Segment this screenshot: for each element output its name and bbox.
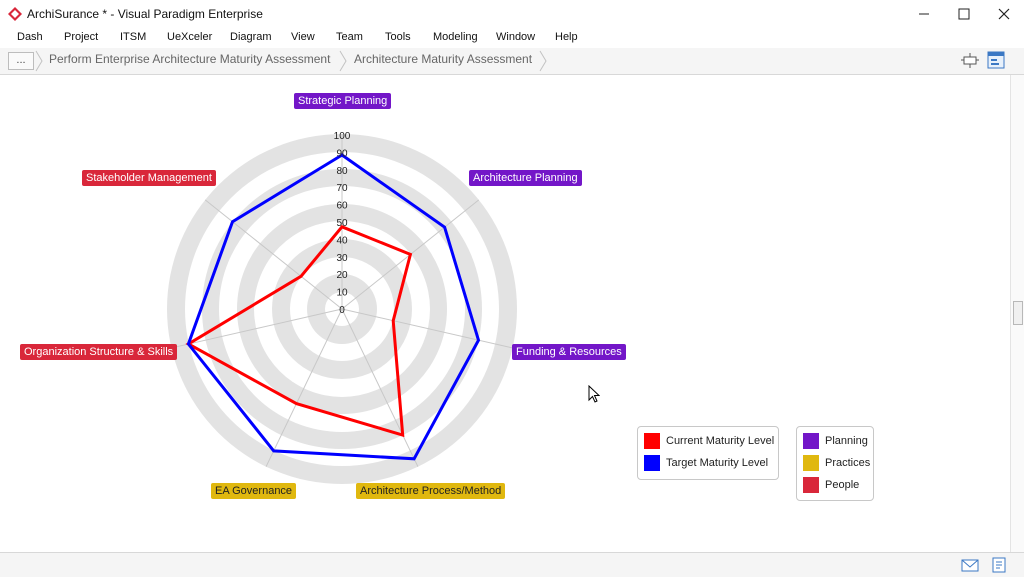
legend-label-practices: Practices bbox=[825, 457, 871, 469]
breadcrumb-item[interactable]: Perform Enterprise Architecture Maturity… bbox=[49, 52, 331, 66]
menu-bar: Dash Project ITSM UeXceler Diagram View … bbox=[0, 28, 1024, 48]
axis-label-stakeholder-management[interactable]: Stakeholder Management bbox=[82, 170, 216, 186]
menu-modeling[interactable]: Modeling bbox=[433, 31, 478, 43]
radar-spoke bbox=[341, 308, 513, 349]
minimize-icon bbox=[919, 13, 929, 15]
chevron-right-icon bbox=[539, 50, 547, 72]
chevron-right-icon bbox=[339, 50, 347, 72]
mail-icon[interactable] bbox=[961, 557, 979, 573]
menu-dash[interactable]: Dash bbox=[17, 31, 43, 43]
menu-itsm[interactable]: ITSM bbox=[120, 31, 147, 43]
radial-tick-label: 70 bbox=[336, 183, 348, 194]
axis-label-architecture-planning[interactable]: Architecture Planning bbox=[469, 170, 582, 186]
fit-diagram-icon[interactable] bbox=[960, 51, 980, 69]
breadcrumb-overflow-button[interactable]: ... bbox=[8, 52, 34, 70]
axis-label-ea-governance[interactable]: EA Governance bbox=[211, 483, 297, 499]
window-title: ArchiSurance * - Visual Paradigm Enterpr… bbox=[27, 7, 263, 21]
legend-item-current: Current Maturity Level bbox=[644, 432, 774, 450]
maximize-icon bbox=[958, 8, 970, 20]
legend-label-target: Target Maturity Level bbox=[666, 457, 769, 469]
radar-spoke bbox=[171, 308, 343, 349]
legend-label-current: Current Maturity Level bbox=[666, 435, 775, 447]
menu-tools[interactable]: Tools bbox=[385, 31, 411, 43]
target-maturity-series bbox=[186, 153, 481, 461]
menu-help[interactable]: Help bbox=[555, 31, 578, 43]
legend-item-practices: Practices bbox=[803, 454, 870, 472]
axis-label-funding-resources[interactable]: Funding & Resources bbox=[512, 344, 626, 360]
vertical-scrollbar[interactable] bbox=[1010, 75, 1024, 552]
breadcrumb-item[interactable]: Architecture Maturity Assessment bbox=[354, 52, 533, 66]
legend-swatch-planning bbox=[803, 433, 819, 449]
menu-team[interactable]: Team bbox=[336, 31, 363, 43]
radial-tick-label: 20 bbox=[336, 270, 348, 281]
radial-tick-label: 30 bbox=[336, 253, 348, 264]
menu-uexceler[interactable]: UeXceler bbox=[167, 31, 213, 43]
axis-label-organization-structure[interactable]: Organization Structure & Skills bbox=[20, 344, 178, 360]
legend-swatch-target bbox=[644, 455, 660, 471]
legend-swatch-current bbox=[644, 433, 660, 449]
notes-icon[interactable] bbox=[990, 557, 1008, 573]
radial-tick-label: 10 bbox=[336, 288, 348, 299]
radar-spoke bbox=[265, 308, 343, 467]
visual-paradigm-logo-icon bbox=[8, 7, 22, 21]
radar-spoke bbox=[341, 308, 419, 467]
radial-tick-label: 80 bbox=[336, 166, 348, 177]
axis-label-strategic-planning[interactable]: Strategic Planning bbox=[294, 93, 392, 109]
legend-swatch-practices bbox=[803, 455, 819, 471]
menu-window[interactable]: Window bbox=[496, 31, 536, 43]
legend-item-people: People bbox=[803, 476, 859, 494]
close-icon bbox=[998, 8, 1010, 20]
legend-label-planning: Planning bbox=[825, 435, 868, 447]
legend-swatch-people bbox=[803, 477, 819, 493]
current-maturity-series bbox=[185, 224, 413, 438]
minimize-button[interactable] bbox=[904, 0, 944, 28]
diagram-canvas[interactable]: 100 90 80 70 60 50 40 30 20 10 0 Strategic Plannin… bbox=[0, 75, 1010, 552]
radial-tick-label: 40 bbox=[336, 235, 348, 246]
diagram-properties-icon[interactable] bbox=[986, 51, 1006, 69]
chevron-right-icon bbox=[35, 50, 43, 72]
scrollbar-thumb[interactable] bbox=[1013, 301, 1023, 325]
menu-diagram[interactable]: Diagram bbox=[230, 31, 272, 43]
series-legend: Current Maturity Level Target Maturity L… bbox=[637, 426, 779, 480]
radial-tick-label: 0 bbox=[339, 305, 345, 316]
menu-view[interactable]: View bbox=[291, 31, 315, 43]
legend-label-people: People bbox=[825, 479, 860, 491]
breadcrumb: ... Perform Enterprise Architecture Matu… bbox=[0, 48, 1024, 75]
group-legend: Planning Practices People bbox=[796, 426, 874, 501]
maximize-button[interactable] bbox=[944, 0, 984, 28]
mouse-cursor-icon bbox=[588, 385, 600, 403]
title-bar: ArchiSurance * - Visual Paradigm Enterpr… bbox=[0, 0, 1024, 28]
radial-tick-label: 50 bbox=[336, 218, 348, 229]
radial-tick-label: 90 bbox=[336, 148, 348, 159]
radial-tick-label: 60 bbox=[336, 201, 348, 212]
close-button[interactable] bbox=[984, 0, 1024, 28]
radar-spoke bbox=[204, 199, 343, 310]
menu-project[interactable]: Project bbox=[64, 31, 99, 43]
axis-label-architecture-process[interactable]: Architecture Process/Method bbox=[356, 483, 506, 499]
legend-item-planning: Planning bbox=[803, 432, 868, 450]
legend-item-target: Target Maturity Level bbox=[644, 454, 768, 472]
radial-tick-label: 100 bbox=[334, 131, 351, 142]
status-bar bbox=[0, 552, 1024, 577]
